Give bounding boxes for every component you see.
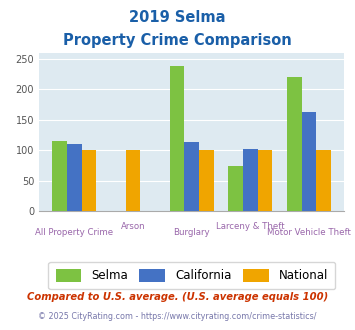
Text: Motor Vehicle Theft: Motor Vehicle Theft [267, 228, 351, 237]
Legend: Selma, California, National: Selma, California, National [48, 262, 335, 289]
Text: Larceny & Theft: Larceny & Theft [216, 222, 285, 231]
Text: Property Crime Comparison: Property Crime Comparison [63, 33, 292, 48]
Bar [228, 166, 243, 211]
Bar [287, 77, 302, 211]
Text: Compared to U.S. average. (U.S. average equals 100): Compared to U.S. average. (U.S. average … [27, 292, 328, 302]
Text: Burglary: Burglary [173, 228, 210, 237]
Bar [170, 66, 184, 211]
Text: 2019 Selma: 2019 Selma [129, 10, 226, 25]
Text: Arson: Arson [121, 222, 145, 231]
Bar [243, 149, 258, 211]
Bar [126, 150, 140, 211]
Bar [82, 150, 96, 211]
Bar [67, 144, 82, 211]
Bar [316, 150, 331, 211]
Bar [258, 150, 272, 211]
Text: © 2025 CityRating.com - https://www.cityrating.com/crime-statistics/: © 2025 CityRating.com - https://www.city… [38, 312, 317, 321]
Text: All Property Crime: All Property Crime [35, 228, 113, 237]
Bar [302, 112, 316, 211]
Bar [52, 141, 67, 211]
Bar [184, 142, 199, 211]
Bar [199, 150, 214, 211]
